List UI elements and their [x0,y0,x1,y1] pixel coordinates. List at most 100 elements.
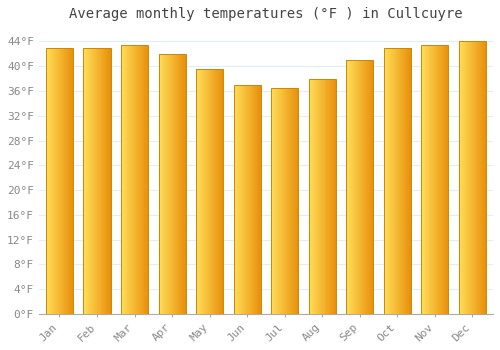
Bar [63,48,64,314]
Bar [310,79,311,314]
Bar [390,48,391,314]
Bar [348,60,349,314]
Bar [400,48,401,314]
Bar [170,54,172,314]
Bar [463,41,464,314]
Bar [283,88,284,314]
Bar [472,41,473,314]
Bar [101,48,102,314]
Bar [259,85,260,314]
Bar [358,60,359,314]
Bar [334,79,335,314]
Bar [180,54,181,314]
Bar [132,44,133,314]
Bar [129,44,130,314]
Bar [142,44,143,314]
Bar [479,41,480,314]
Bar [294,88,295,314]
Bar [288,88,289,314]
Bar [138,44,139,314]
Bar [173,54,174,314]
Bar [407,48,408,314]
Bar [196,69,223,314]
Bar [285,88,286,314]
Bar [215,69,216,314]
Bar [274,88,275,314]
Bar [318,79,319,314]
Bar [364,60,366,314]
Bar [430,44,431,314]
Bar [320,79,321,314]
Bar [289,88,290,314]
Bar [470,41,471,314]
Bar [484,41,485,314]
Bar [478,41,479,314]
Bar [422,44,448,314]
Bar [177,54,178,314]
Bar [364,60,365,314]
Bar [237,85,238,314]
Bar [284,88,285,314]
Bar [246,85,247,314]
Bar [108,48,109,314]
Bar [459,41,460,314]
Bar [167,54,168,314]
Bar [96,48,97,314]
Bar [384,48,385,314]
Bar [61,48,62,314]
Bar [71,48,72,314]
Bar [290,88,291,314]
Bar [346,60,347,314]
Bar [360,60,361,314]
Bar [60,48,61,314]
Bar [91,48,92,314]
Bar [371,60,372,314]
Bar [369,60,370,314]
Bar [406,48,407,314]
Bar [102,48,103,314]
Bar [236,85,237,314]
Bar [332,79,333,314]
Bar [256,85,257,314]
Bar [244,85,245,314]
Bar [69,48,70,314]
Bar [280,88,281,314]
Bar [140,44,141,314]
Bar [141,44,142,314]
Bar [204,69,205,314]
Bar [93,48,94,314]
Bar [482,41,483,314]
Bar [442,44,443,314]
Bar [172,54,173,314]
Bar [94,48,95,314]
Bar [145,44,146,314]
Bar [444,44,445,314]
Bar [66,48,67,314]
Bar [70,48,71,314]
Bar [251,85,252,314]
Bar [48,48,49,314]
Bar [214,69,215,314]
Bar [428,44,429,314]
Bar [235,85,236,314]
Bar [92,48,93,314]
Bar [133,44,134,314]
Bar [279,88,280,314]
Bar [52,48,53,314]
Bar [286,88,287,314]
Bar [59,48,60,314]
Bar [123,44,124,314]
Bar [202,69,203,314]
Bar [322,79,323,314]
Bar [159,54,160,314]
Bar [158,54,186,314]
Bar [324,79,325,314]
Bar [386,48,387,314]
Bar [219,69,220,314]
Bar [237,85,238,314]
Bar [435,44,436,314]
Bar [144,44,145,314]
Bar [139,44,140,314]
Bar [201,69,202,314]
Bar [440,44,441,314]
